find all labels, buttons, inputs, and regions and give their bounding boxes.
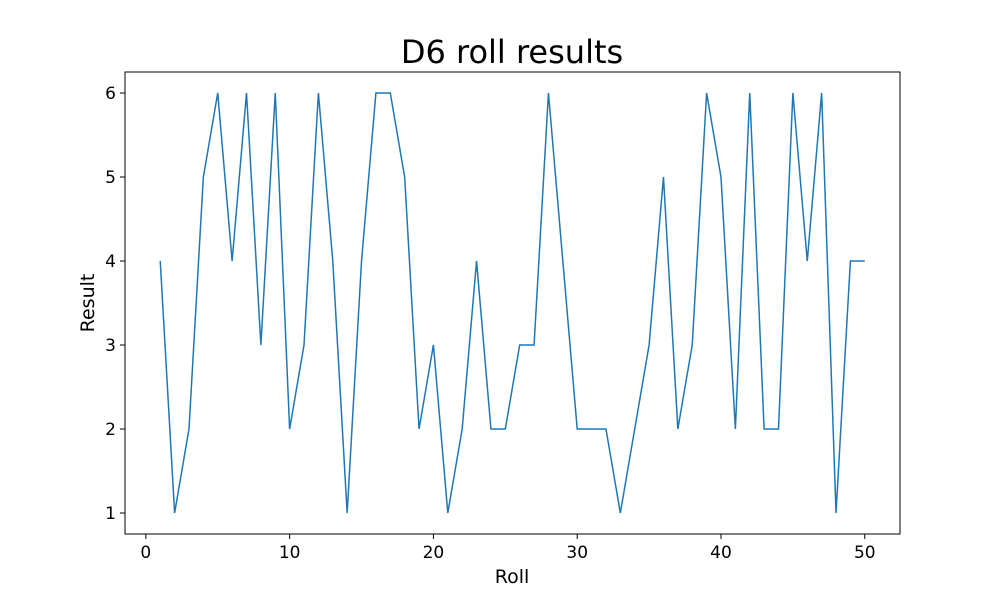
y-tick-label: 2 — [105, 420, 116, 440]
x-tick-label: 50 — [854, 543, 876, 563]
plot-area — [159, 92, 865, 514]
x-tick-label: 30 — [566, 543, 588, 563]
y-tick-label: 1 — [105, 504, 116, 524]
x-tick-label: 20 — [423, 543, 445, 563]
plot-frame — [124, 71, 901, 535]
y-tick-label: 6 — [105, 84, 116, 104]
y-axis: 1 2 3 4 5 6 — [105, 84, 125, 524]
y-tick-label: 4 — [105, 252, 116, 272]
series-line — [159, 92, 865, 514]
x-tick-label: 40 — [710, 543, 732, 563]
x-tick-label: 10 — [279, 543, 301, 563]
y-tick-label: 5 — [105, 168, 116, 188]
x-axis-label: Roll — [495, 566, 530, 588]
x-axis: 0 10 20 30 40 50 — [140, 534, 876, 563]
y-tick-label: 3 — [105, 336, 116, 356]
chart-title: D6 roll results — [401, 33, 623, 71]
x-tick-label: 0 — [140, 543, 151, 563]
y-axis-label: Result — [77, 274, 99, 333]
